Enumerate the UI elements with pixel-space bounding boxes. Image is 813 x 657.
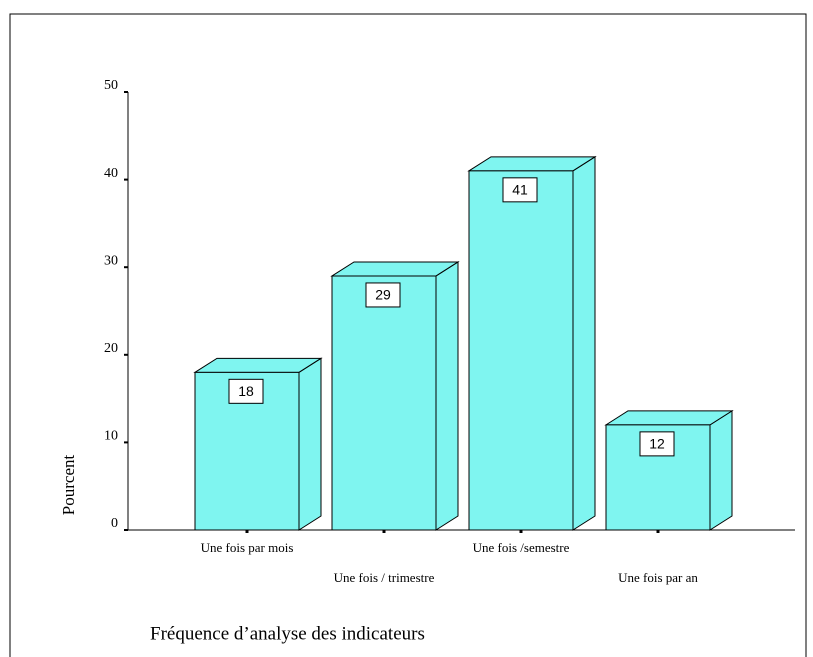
x-tick-label: Une fois par an xyxy=(618,570,698,585)
y-axis-label: Pourcent xyxy=(59,455,78,516)
bar-face xyxy=(709,409,733,531)
x-tick-label: Une fois par mois xyxy=(201,540,294,555)
bar-face xyxy=(604,410,734,426)
x-tick-label: Une fois / trimestre xyxy=(334,570,435,585)
data-label-box xyxy=(639,431,675,457)
data-label: 29 xyxy=(375,287,391,303)
bar-face xyxy=(605,424,711,531)
x-tick-label: Une fois /semestre xyxy=(473,540,570,555)
bar-face xyxy=(435,261,459,531)
data-label-box xyxy=(228,378,264,404)
y-tick-label: 20 xyxy=(104,341,118,356)
y-tick-label: 0 xyxy=(111,516,118,531)
bar-face xyxy=(330,261,460,277)
data-label-box xyxy=(365,282,401,308)
bar xyxy=(193,357,323,531)
bar-face xyxy=(331,275,437,531)
bar-face xyxy=(194,371,300,531)
frame xyxy=(9,13,807,657)
bar-face xyxy=(467,156,597,172)
bar xyxy=(330,261,460,531)
x-axis-label: Fréquence d’analyse des indicateurs xyxy=(150,623,425,644)
bar xyxy=(604,409,734,531)
y-tick-label: 50 xyxy=(104,78,118,93)
bar xyxy=(467,155,597,531)
bar-face xyxy=(193,357,323,373)
y-tick-label: 10 xyxy=(104,429,118,444)
bar-face xyxy=(572,155,596,531)
data-label: 41 xyxy=(512,182,528,198)
y-tick-label: 30 xyxy=(104,253,118,268)
y-tick-label: 40 xyxy=(104,166,118,181)
bar-face xyxy=(298,357,322,531)
data-label: 18 xyxy=(238,383,254,399)
data-label-box xyxy=(502,177,538,203)
bar-face xyxy=(468,170,574,531)
data-label: 12 xyxy=(649,436,665,452)
